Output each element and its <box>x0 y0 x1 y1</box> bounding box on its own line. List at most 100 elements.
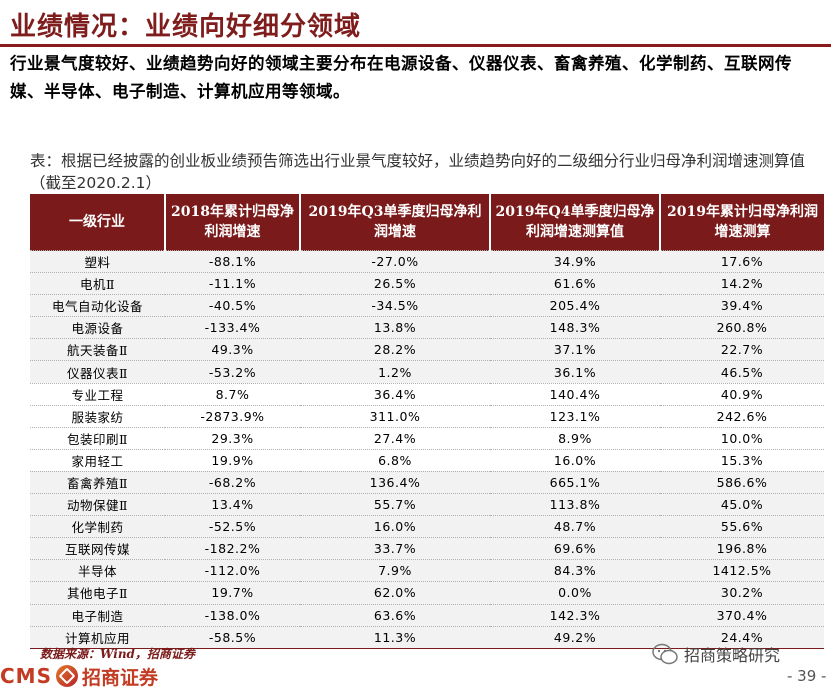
company-logo: CMS 招商证券 <box>0 663 158 689</box>
industry-cell: 塑料 <box>30 249 165 273</box>
industry-cell: 航天装备Ⅱ <box>30 338 165 361</box>
industry-cell: 仪器仪表Ⅱ <box>30 360 165 384</box>
growth-value-cell: 148.3% <box>490 316 660 339</box>
growth-value-cell: 8.7% <box>165 382 300 406</box>
growth-value-cell: 1412.5% <box>660 559 824 582</box>
growth-value-cell: 370.4% <box>660 603 824 627</box>
growth-value-cell: 63.6% <box>300 603 490 627</box>
growth-value-cell: 586.6% <box>660 470 824 494</box>
table-row: 家用轻工 19.9% 6.8% 16.0% 15.3% <box>30 448 824 472</box>
table-row: 服装家纺 -2873.9% 311.0% 123.1% 242.6% <box>30 404 824 428</box>
growth-value-cell: 123.1% <box>490 404 660 428</box>
industry-cell: 其他电子Ⅱ <box>30 581 165 604</box>
industry-cell: 畜禽养殖Ⅱ <box>30 470 165 494</box>
table-row: 化学制药 -52.5% 16.0% 48.7% 55.6% <box>30 515 824 538</box>
growth-value-cell: 142.3% <box>490 603 660 627</box>
growth-value-cell: -133.4% <box>165 316 300 339</box>
wechat-icon <box>652 643 678 665</box>
growth-value-cell: 27.4% <box>300 426 490 450</box>
industry-cell: 服装家纺 <box>30 404 165 428</box>
growth-value-cell: 260.8% <box>660 316 824 339</box>
growth-value-cell: 36.1% <box>490 360 660 384</box>
page-number: - 39 - <box>787 667 827 685</box>
growth-value-cell: 55.6% <box>660 515 824 538</box>
growth-value-cell: 84.3% <box>490 559 660 582</box>
table-row: 航天装备Ⅱ 49.3% 28.2% 37.1% 22.7% <box>30 338 824 361</box>
wechat-watermark: 招商策略研究 <box>652 642 780 666</box>
growth-value-cell: -138.0% <box>165 603 300 627</box>
growth-value-cell: -11.1% <box>165 272 300 295</box>
growth-value-cell: 14.2% <box>660 272 824 295</box>
growth-value-cell: 7.9% <box>300 559 490 582</box>
growth-value-cell: 48.7% <box>490 515 660 538</box>
logo-emblem-icon <box>55 665 78 687</box>
growth-value-cell: 19.9% <box>165 448 300 472</box>
growth-value-cell: 39.4% <box>660 294 824 317</box>
table-row: 电源设备 -133.4% 13.8% 148.3% 260.8% <box>30 316 824 339</box>
growth-value-cell: 11.3% <box>300 625 490 649</box>
header-2019-total-growth: 2019年累计归母净利润增速测算 <box>660 194 824 251</box>
growth-value-cell: 22.7% <box>660 338 824 361</box>
table-header-row: 一级行业 2018年累计归母净利润增速 2019年Q3单季度归母净利润增速 20… <box>30 194 824 251</box>
industry-cell: 专业工程 <box>30 382 165 406</box>
growth-value-cell: 55.7% <box>300 493 490 516</box>
growth-value-cell: 15.3% <box>660 448 824 472</box>
growth-value-cell: -53.2% <box>165 360 300 384</box>
growth-value-cell: -68.2% <box>165 470 300 494</box>
growth-value-cell: 40.9% <box>660 382 824 406</box>
growth-value-cell: 8.9% <box>490 426 660 450</box>
growth-value-cell: 28.2% <box>300 338 490 361</box>
logo-text: CMS <box>0 664 52 688</box>
growth-value-cell: 46.5% <box>660 360 824 384</box>
table-row: 电机Ⅱ -11.1% 26.5% 61.6% 14.2% <box>30 272 824 295</box>
growth-value-cell: 0.0% <box>490 581 660 604</box>
header-industry: 一级行业 <box>30 194 166 251</box>
industry-cell: 电气自动化设备 <box>30 294 165 317</box>
growth-value-cell: 665.1% <box>490 470 660 494</box>
header-2019q3-growth: 2019年Q3单季度归母净利润增速 <box>300 194 491 251</box>
growth-value-cell: -58.5% <box>165 625 300 649</box>
table-body: 塑料 -88.1% -27.0% 34.9% 17.6% 电机Ⅱ -11.1% 26.5% 61… <box>30 249 824 649</box>
growth-value-cell: -40.5% <box>165 294 300 317</box>
table-row: 电气自动化设备 -40.5% -34.5% 205.4% 39.4% <box>30 294 824 317</box>
growth-value-cell: 61.6% <box>490 272 660 295</box>
table-row: 半导体 -112.0% 7.9% 84.3% 1412.5% <box>30 559 824 582</box>
growth-value-cell: 17.6% <box>660 249 824 273</box>
growth-value-cell: 24.4% <box>660 625 824 649</box>
table-row: 动物保健Ⅱ 13.4% 55.7% 113.8% 45.0% <box>30 493 824 516</box>
growth-value-cell: -52.5% <box>165 515 300 538</box>
header-2019q4-growth: 2019年Q4单季度归母净利润增速测算值 <box>490 194 661 251</box>
growth-value-cell: 69.6% <box>490 537 660 560</box>
wechat-account-name: 招商策略研究 <box>684 646 781 665</box>
industry-cell: 电机Ⅱ <box>30 272 165 295</box>
header-2018-growth: 2018年累计归母净利润增速 <box>165 194 301 251</box>
growth-value-cell: 136.4% <box>300 470 490 494</box>
growth-value-cell: 19.7% <box>165 581 300 604</box>
growth-value-cell: 16.0% <box>490 448 660 472</box>
table-caption: 表：根据已经披露的创业板业绩预告筛选出行业景气度较好，业绩趋势向好的二级细分行业… <box>30 152 806 192</box>
table-row: 塑料 -88.1% -27.0% 34.9% 17.6% <box>30 249 824 273</box>
industry-cell: 半导体 <box>30 559 165 582</box>
growth-value-cell: 13.8% <box>300 316 490 339</box>
growth-value-cell: 242.6% <box>660 404 824 428</box>
growth-value-cell: -2873.9% <box>165 404 300 428</box>
table-row: 其他电子Ⅱ 19.7% 62.0% 0.0% 30.2% <box>30 581 824 604</box>
industry-cell: 化学制药 <box>30 515 165 538</box>
industry-cell: 计算机应用 <box>30 625 165 649</box>
growth-value-cell: 49.2% <box>490 625 660 649</box>
industry-cell: 动物保健Ⅱ <box>30 493 165 516</box>
intro-paragraph: 行业景气度较好、业绩趋势向好的领域主要分布在电源设备、仪器仪表、畜禽养殖、化学制… <box>10 54 792 101</box>
growth-value-cell: 62.0% <box>300 581 490 604</box>
growth-value-cell: -34.5% <box>300 294 490 317</box>
industry-cell: 包装印刷Ⅱ <box>30 426 165 450</box>
growth-value-cell: 49.3% <box>165 338 300 361</box>
industry-cell: 家用轻工 <box>30 448 165 472</box>
industry-growth-table: 一级行业 2018年累计归母净利润增速 2019年Q3单季度归母净利润增速 20… <box>30 194 824 649</box>
growth-value-cell: -27.0% <box>300 249 490 273</box>
growth-value-cell: 113.8% <box>490 493 660 516</box>
growth-value-cell: -112.0% <box>165 559 300 582</box>
growth-value-cell: 205.4% <box>490 294 660 317</box>
industry-cell: 互联网传媒 <box>30 537 165 560</box>
growth-value-cell: 26.5% <box>300 272 490 295</box>
growth-value-cell: 34.9% <box>490 249 660 273</box>
